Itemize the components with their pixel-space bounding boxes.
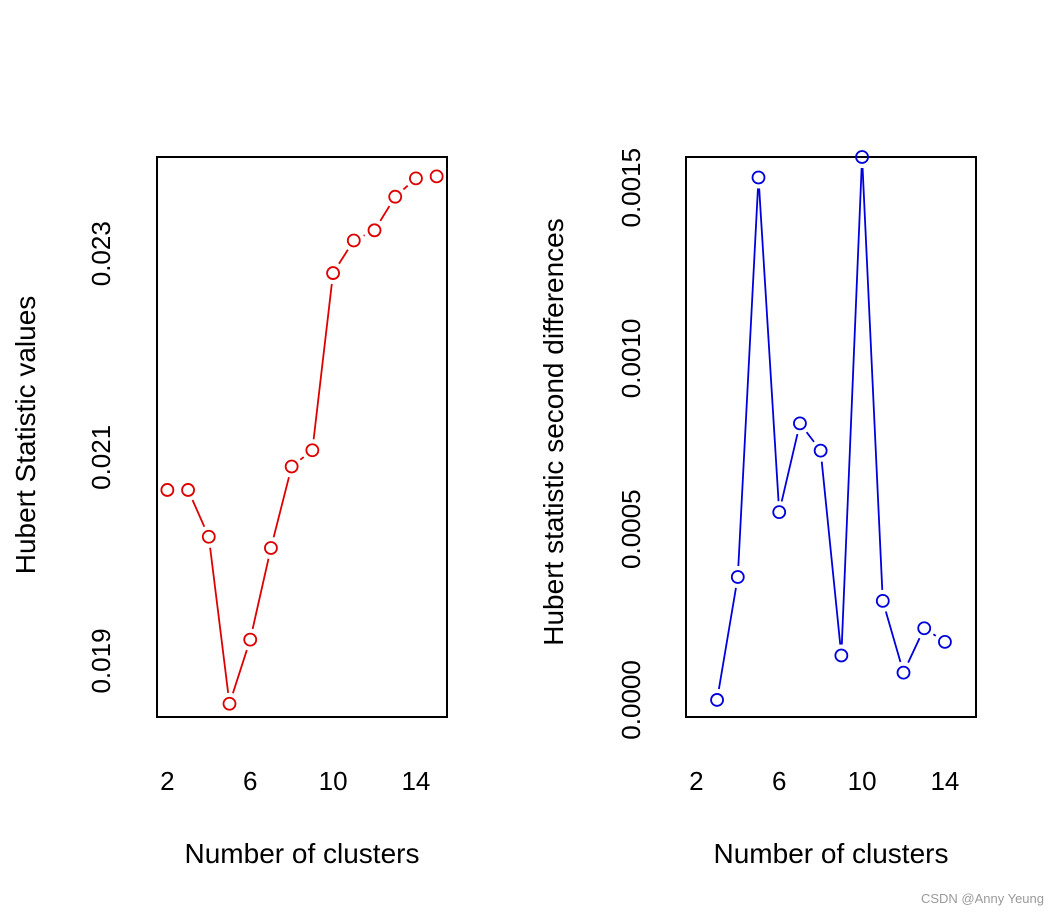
series-line-segment — [272, 476, 290, 538]
data-point — [346, 233, 361, 248]
series-line-segment — [884, 611, 902, 663]
data-point — [793, 416, 807, 431]
hubert-second-differences-chart: 2 6 10 14 0.0000 0.0005 0.0010 0.0015 Number of … — [538, 148, 977, 869]
series-line-segment — [191, 499, 206, 528]
series-line-segment — [209, 547, 230, 693]
series-line-segment — [907, 637, 921, 664]
x-axis-label: Number of clusters — [185, 838, 420, 869]
series-line-segment — [338, 249, 349, 265]
y-tick-label: 0.021 — [86, 425, 116, 490]
data-point — [710, 693, 724, 707]
data-point — [875, 594, 890, 608]
plot-frame — [685, 156, 977, 718]
data-point — [326, 266, 340, 280]
x-tick-label: 14 — [401, 766, 430, 796]
x-tick-label: 10 — [319, 766, 348, 796]
series-line-segment — [861, 167, 884, 590]
series-line-segment — [737, 188, 759, 567]
data-point — [264, 541, 278, 555]
series-line-segment — [820, 461, 842, 645]
series-line-segment — [379, 205, 391, 222]
y-tick-label: 0.0005 — [616, 489, 646, 569]
x-tick-label: 2 — [689, 766, 703, 796]
data-point — [834, 648, 849, 663]
x-tick-label: 14 — [930, 766, 959, 796]
series-line-segment — [232, 649, 248, 694]
data-point — [917, 621, 932, 636]
data-point — [772, 505, 787, 520]
series-line-segment — [402, 184, 409, 191]
y-axis-label: Hubert Statistic values — [10, 296, 41, 575]
data-point — [730, 570, 745, 584]
watermark: CSDN @Anny Yeung — [920, 891, 1044, 906]
data-point — [181, 483, 195, 497]
data-point — [222, 696, 237, 711]
data-point — [938, 634, 952, 649]
y-tick-label: 0.023 — [86, 221, 116, 286]
data-point — [305, 443, 320, 458]
x-tick-label: 6 — [772, 766, 786, 796]
x-tick-label: 2 — [160, 766, 174, 796]
y-axis-label: Hubert statistic second differences — [538, 218, 569, 645]
plot-frame — [156, 156, 448, 718]
series-line-segment — [299, 456, 305, 461]
data-point — [201, 529, 216, 544]
y-tick-label: 0.0015 — [616, 148, 646, 228]
series-line-segment — [805, 431, 815, 443]
y-tick-label: 0.019 — [86, 628, 116, 693]
data-point — [367, 223, 382, 238]
series-line-segment — [312, 283, 333, 440]
hubert-statistic-chart: 2 6 10 14 0.019 0.021 0.023 Number of clusters H… — [10, 156, 448, 869]
series-line-segment — [780, 433, 799, 502]
data-point — [855, 150, 869, 164]
data-point — [896, 665, 911, 680]
data-point — [429, 169, 444, 184]
series-line-segment — [932, 633, 937, 637]
data-point — [751, 170, 766, 185]
data-point — [243, 632, 258, 647]
x-axis-label: Number of clusters — [714, 838, 949, 869]
y-tick-label: 0.0010 — [616, 319, 646, 399]
x-tick-label: 6 — [243, 766, 257, 796]
series-line-segment — [251, 558, 270, 630]
y-tick-label: 0.0000 — [616, 660, 646, 740]
data-point — [409, 171, 423, 186]
data-point — [284, 459, 299, 474]
series-line-segment — [840, 167, 863, 645]
data-point — [160, 483, 175, 497]
x-tick-label: 10 — [848, 766, 877, 796]
series-line-segment — [758, 188, 780, 502]
series-line-segment — [718, 587, 737, 690]
data-point — [388, 189, 403, 204]
data-point — [813, 443, 828, 458]
